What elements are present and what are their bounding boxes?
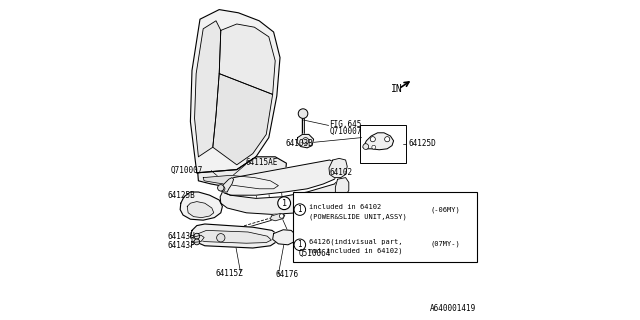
Text: Q710007: Q710007: [330, 127, 362, 136]
Text: Q510064: Q510064: [298, 249, 331, 258]
Polygon shape: [223, 160, 339, 195]
Polygon shape: [191, 10, 280, 173]
Text: 64125D: 64125D: [409, 139, 436, 148]
Polygon shape: [195, 21, 221, 157]
Text: IN: IN: [391, 84, 403, 94]
Polygon shape: [191, 224, 278, 248]
Polygon shape: [198, 157, 287, 192]
Polygon shape: [204, 175, 278, 189]
Text: 64143F: 64143F: [167, 241, 195, 250]
Circle shape: [218, 185, 224, 191]
Polygon shape: [180, 192, 223, 220]
Text: A640001419: A640001419: [430, 304, 476, 313]
Text: 1: 1: [298, 205, 302, 214]
Polygon shape: [329, 158, 347, 178]
Circle shape: [370, 137, 375, 142]
Text: 1: 1: [298, 240, 302, 249]
Circle shape: [294, 239, 306, 251]
Text: not included in 64102): not included in 64102): [310, 247, 403, 254]
Polygon shape: [197, 230, 271, 243]
Circle shape: [363, 144, 369, 149]
Polygon shape: [223, 178, 234, 192]
Text: FIG.645: FIG.645: [330, 120, 362, 129]
Polygon shape: [270, 213, 285, 221]
Polygon shape: [192, 235, 204, 243]
Bar: [292, 192, 477, 262]
Text: 64126(indivisual part,: 64126(indivisual part,: [310, 238, 403, 245]
Text: (-06MY): (-06MY): [430, 206, 460, 213]
Circle shape: [194, 233, 200, 239]
Circle shape: [194, 239, 200, 245]
Circle shape: [278, 197, 291, 210]
Polygon shape: [187, 202, 214, 218]
Polygon shape: [212, 74, 273, 165]
Circle shape: [303, 138, 309, 144]
Polygon shape: [297, 134, 314, 148]
Text: 64115Z: 64115Z: [216, 269, 244, 278]
Circle shape: [298, 109, 308, 118]
Circle shape: [385, 137, 390, 142]
Text: 64115AE: 64115AE: [246, 158, 278, 167]
Text: 64103B: 64103B: [285, 140, 313, 148]
Polygon shape: [335, 178, 349, 197]
Circle shape: [294, 204, 306, 215]
Circle shape: [372, 145, 376, 149]
Polygon shape: [273, 230, 296, 245]
Polygon shape: [364, 133, 394, 150]
Text: (07MY-): (07MY-): [430, 241, 460, 247]
Text: 1: 1: [282, 199, 287, 208]
Text: 64176: 64176: [276, 270, 299, 279]
Bar: [360, 125, 406, 163]
Text: Q710007: Q710007: [170, 166, 203, 175]
Text: included in 64102: included in 64102: [310, 204, 381, 210]
Circle shape: [216, 234, 225, 242]
Circle shape: [220, 186, 225, 191]
Polygon shape: [219, 24, 275, 94]
Text: 64102: 64102: [330, 168, 353, 177]
Text: (POWER&SLIDE UNIT,ASSY): (POWER&SLIDE UNIT,ASSY): [310, 213, 407, 220]
Polygon shape: [220, 179, 342, 214]
Text: 64125B: 64125B: [167, 191, 195, 200]
Circle shape: [280, 214, 284, 218]
Text: 64143H: 64143H: [167, 232, 195, 241]
